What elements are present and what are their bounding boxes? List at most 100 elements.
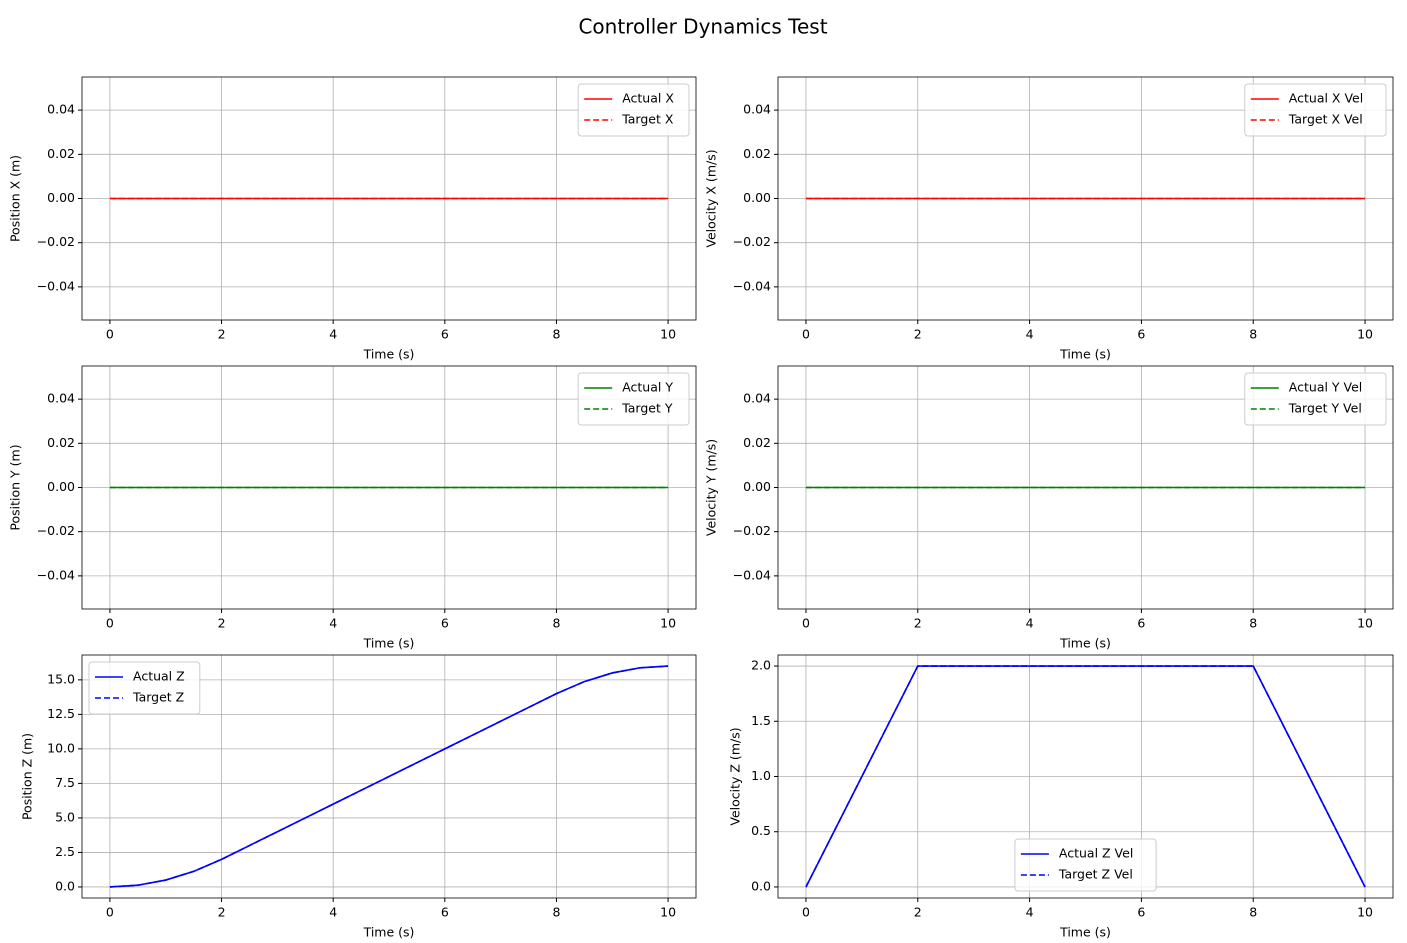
axes-frame xyxy=(81,654,697,899)
data-line xyxy=(109,665,669,888)
legend-label: Actual X Vel xyxy=(1289,91,1363,106)
y-tick-label: 15.0 xyxy=(47,671,75,686)
x-tick-label: 0 xyxy=(106,327,114,342)
y-tick-label: 0.00 xyxy=(743,479,771,494)
legend-label: Actual Z xyxy=(133,669,185,684)
y-tick-label: −0.02 xyxy=(37,523,75,538)
x-tick-label: 8 xyxy=(552,616,560,631)
legend-label: Target Z Vel xyxy=(1058,867,1133,882)
x-tick-label: 6 xyxy=(441,616,449,631)
axes-frame xyxy=(777,654,1394,899)
x-tick-label: 2 xyxy=(218,905,226,920)
y-tick-label: −0.04 xyxy=(37,278,75,293)
legend: Actual X Target X xyxy=(577,83,690,137)
x-tick-label: 4 xyxy=(1026,616,1034,631)
y-tick-label: −0.04 xyxy=(733,567,771,582)
x-tick-label: 4 xyxy=(329,905,337,920)
legend-box xyxy=(1014,838,1157,892)
x-tick-label: 10 xyxy=(1357,616,1373,631)
axes-frame xyxy=(777,365,1394,610)
x-tick-label: 2 xyxy=(914,905,922,920)
x-tick-label: 4 xyxy=(1026,905,1034,920)
legend-box xyxy=(577,372,690,426)
y-axis-label: Position X (m) xyxy=(8,155,23,242)
legend: Actual X Vel Target X Vel xyxy=(1244,83,1387,137)
x-tick-label: 2 xyxy=(218,327,226,342)
x-tick-label: 4 xyxy=(1026,327,1034,342)
x-tick-label: 6 xyxy=(441,905,449,920)
subplot: 0 2 4 6 8 10 −0.04 −0.02 0.00 0.02 0.04 Time (s) Vel… xyxy=(704,76,1394,362)
x-axis-label: Time (s) xyxy=(1059,347,1111,362)
y-tick-label: 0.02 xyxy=(47,435,75,450)
legend-label: Actual X xyxy=(622,91,674,106)
x-tick-label: 6 xyxy=(1137,905,1145,920)
x-tick-label: 4 xyxy=(329,616,337,631)
y-tick-label: 0.5 xyxy=(751,823,771,838)
y-axis-label: Velocity Y (m/s) xyxy=(704,439,719,536)
subplot: 0 2 4 6 8 10 −0.04 −0.02 0.00 0.02 0.04 Time (s) Pos… xyxy=(8,365,697,651)
legend: Actual Z Vel Target Z Vel xyxy=(1014,838,1157,892)
y-tick-label: 5.0 xyxy=(55,809,75,824)
x-tick-label: 10 xyxy=(660,905,676,920)
x-tick-label: 6 xyxy=(441,327,449,342)
y-axis-label: Velocity X (m/s) xyxy=(704,149,719,247)
subplot: 0 2 4 6 8 10 −0.04 −0.02 0.00 0.02 0.04 Time (s) Pos… xyxy=(8,76,697,362)
y-tick-label: 0.00 xyxy=(743,190,771,205)
y-tick-label: 0.04 xyxy=(743,102,771,117)
x-tick-label: 6 xyxy=(1137,616,1145,631)
x-tick-label: 8 xyxy=(1249,616,1257,631)
x-axis-label: Time (s) xyxy=(1059,636,1111,651)
legend-label: Actual Z Vel xyxy=(1059,846,1133,861)
x-tick-label: 8 xyxy=(1249,327,1257,342)
y-axis-label: Position Z (m) xyxy=(20,733,35,820)
y-tick-label: 2.5 xyxy=(55,844,75,859)
x-tick-label: 10 xyxy=(660,327,676,342)
axes-frame xyxy=(777,76,1394,321)
y-axis-label: Velocity Z (m/s) xyxy=(728,727,743,825)
legend-label: Actual Y Vel xyxy=(1289,380,1363,395)
legend-box xyxy=(88,661,201,715)
y-tick-label: 0.00 xyxy=(47,479,75,494)
y-tick-label: 1.0 xyxy=(751,768,771,783)
x-axis-label: Time (s) xyxy=(363,636,415,651)
x-tick-label: 8 xyxy=(552,327,560,342)
x-tick-label: 6 xyxy=(1137,327,1145,342)
y-tick-label: 0.02 xyxy=(743,435,771,450)
y-tick-label: −0.04 xyxy=(37,567,75,582)
legend-box xyxy=(1244,372,1387,426)
x-tick-label: 10 xyxy=(660,616,676,631)
x-tick-label: 0 xyxy=(106,905,114,920)
data-line xyxy=(805,665,1366,888)
x-tick-label: 2 xyxy=(914,616,922,631)
legend-label: Target Z xyxy=(132,690,184,705)
y-tick-label: 0.0 xyxy=(55,878,75,893)
y-tick-label: −0.02 xyxy=(733,523,771,538)
x-tick-label: 2 xyxy=(218,616,226,631)
y-axis-label: Position Y (m) xyxy=(8,444,23,530)
y-tick-label: 0.04 xyxy=(47,391,75,406)
y-tick-label: 10.0 xyxy=(47,740,75,755)
figure-title: Controller Dynamics Test xyxy=(578,15,827,39)
axes-frame xyxy=(81,76,697,321)
legend-label: Target Y Vel xyxy=(1288,401,1362,416)
subplot: 0 2 4 6 8 10 0.0 2.5 5.0 7.5 10.0 12.5 15.0 Time (s) P… xyxy=(20,654,697,940)
x-tick-label: 8 xyxy=(552,905,560,920)
y-tick-label: −0.02 xyxy=(37,234,75,249)
axes-frame xyxy=(81,365,697,610)
legend: Actual Y Target Y xyxy=(577,372,690,426)
x-axis-label: Time (s) xyxy=(1059,925,1111,940)
x-tick-label: 4 xyxy=(329,327,337,342)
x-tick-label: 0 xyxy=(802,905,810,920)
legend-box xyxy=(577,83,690,137)
legend-label: Actual Y xyxy=(622,380,673,395)
y-tick-label: 7.5 xyxy=(55,775,75,790)
x-axis-label: Time (s) xyxy=(363,925,415,940)
y-tick-label: 2.0 xyxy=(751,658,771,673)
y-tick-label: 0.04 xyxy=(47,102,75,117)
x-tick-label: 0 xyxy=(106,616,114,631)
subplot: 0 2 4 6 8 10 0.0 0.5 1.0 1.5 2.0 Time (s) Velocity Z… xyxy=(728,654,1394,940)
legend-label: Target Y xyxy=(621,401,673,416)
x-tick-label: 0 xyxy=(802,327,810,342)
